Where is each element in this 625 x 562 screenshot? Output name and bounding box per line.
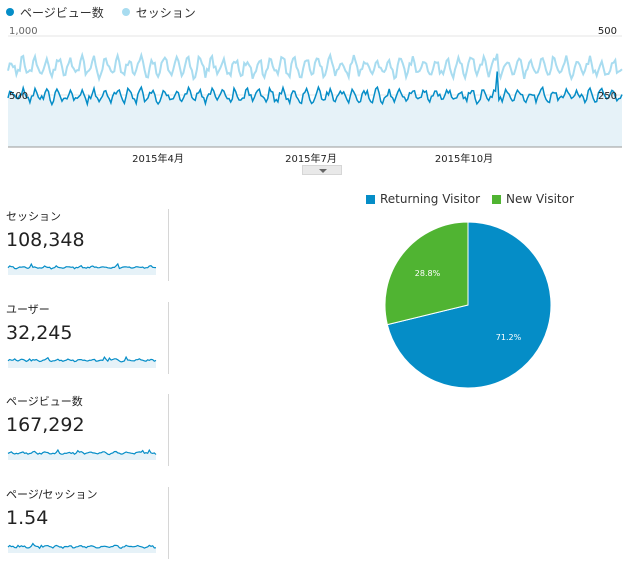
metric-value: 32,245 bbox=[6, 322, 73, 344]
legend-returning[interactable]: Returning Visitor bbox=[366, 192, 480, 206]
x-tick-label: 2015年10月 bbox=[435, 152, 493, 165]
pie-label-new: 28.8% bbox=[415, 269, 441, 278]
pie-slice-returning[interactable] bbox=[386, 221, 552, 389]
metric-divider bbox=[168, 394, 169, 466]
sparkline-line bbox=[7, 542, 157, 550]
metric-label: セッション bbox=[6, 210, 61, 223]
metric-users[interactable]: ユーザー 32,245 bbox=[6, 302, 166, 374]
visitor-pie-chart: 71.2% 28.8% bbox=[384, 221, 552, 389]
legend-pageviews-label: ページビュー数 bbox=[20, 5, 104, 20]
pie-label-returning: 71.2% bbox=[496, 333, 522, 342]
sparkline-line bbox=[7, 355, 157, 363]
new-square-icon bbox=[492, 194, 502, 204]
pageviews-dot-icon bbox=[6, 8, 14, 16]
metric-sessions[interactable]: セッション 108,348 bbox=[6, 209, 166, 281]
legend-new[interactable]: New Visitor bbox=[492, 192, 574, 206]
returning-square-icon bbox=[366, 194, 375, 204]
metric-divider bbox=[168, 302, 169, 374]
sessions-sparkline bbox=[7, 262, 157, 275]
metric-label: ページビュー数 bbox=[6, 395, 83, 408]
legend-pageviews[interactable]: ページビュー数 bbox=[6, 4, 104, 21]
pie-legend: Returning Visitor New Visitor bbox=[366, 192, 586, 206]
sessions-dot-icon bbox=[121, 8, 130, 16]
metric-value: 167,292 bbox=[6, 414, 85, 436]
sparkline-area bbox=[8, 543, 156, 553]
legend-sessions[interactable]: セッション bbox=[121, 4, 196, 21]
legend-new-label: New Visitor bbox=[506, 192, 574, 206]
x-tick-label: 2015年4月 bbox=[132, 152, 184, 165]
pageviews-sparkline bbox=[7, 448, 157, 460]
sessions-line bbox=[7, 51, 623, 83]
metric-pages-per-session[interactable]: ページ/セッション 1.54 bbox=[6, 487, 166, 559]
y-right-tick-mid: 250 bbox=[598, 91, 617, 102]
legend-returning-label: Returning Visitor bbox=[380, 192, 481, 206]
sparkline-line bbox=[7, 448, 157, 456]
x-tick-label: 2015年7月 bbox=[285, 152, 337, 165]
metric-label: ユーザー bbox=[6, 303, 50, 316]
sparkline-line bbox=[7, 262, 157, 270]
metric-label: ページ/セッション bbox=[6, 488, 98, 501]
collapse-chart-handle[interactable] bbox=[302, 165, 342, 175]
pageviews-line bbox=[7, 71, 623, 108]
metric-divider bbox=[168, 209, 169, 281]
pageviews-area bbox=[8, 71, 622, 147]
metric-value: 108,348 bbox=[6, 229, 85, 251]
metric-value: 1.54 bbox=[6, 507, 49, 529]
metric-pageviews[interactable]: ページビュー数 167,292 bbox=[6, 394, 166, 466]
metric-divider bbox=[168, 487, 169, 559]
y-left-tick-mid: 500 bbox=[9, 91, 28, 102]
y-left-tick-top: 1,000 bbox=[9, 26, 38, 37]
y-right-tick-top: 500 bbox=[598, 26, 617, 37]
pages-per-session-sparkline bbox=[7, 542, 157, 553]
pie-slice-new[interactable] bbox=[384, 221, 469, 326]
sparkline-area bbox=[8, 357, 156, 368]
main-chart-legend: ページビュー数 セッション bbox=[6, 4, 214, 20]
users-sparkline bbox=[7, 355, 157, 368]
legend-sessions-label: セッション bbox=[135, 5, 196, 20]
main-line-chart: 1,000 500 500 250 2015年4月 2015年7月 2015年1… bbox=[7, 26, 623, 165]
